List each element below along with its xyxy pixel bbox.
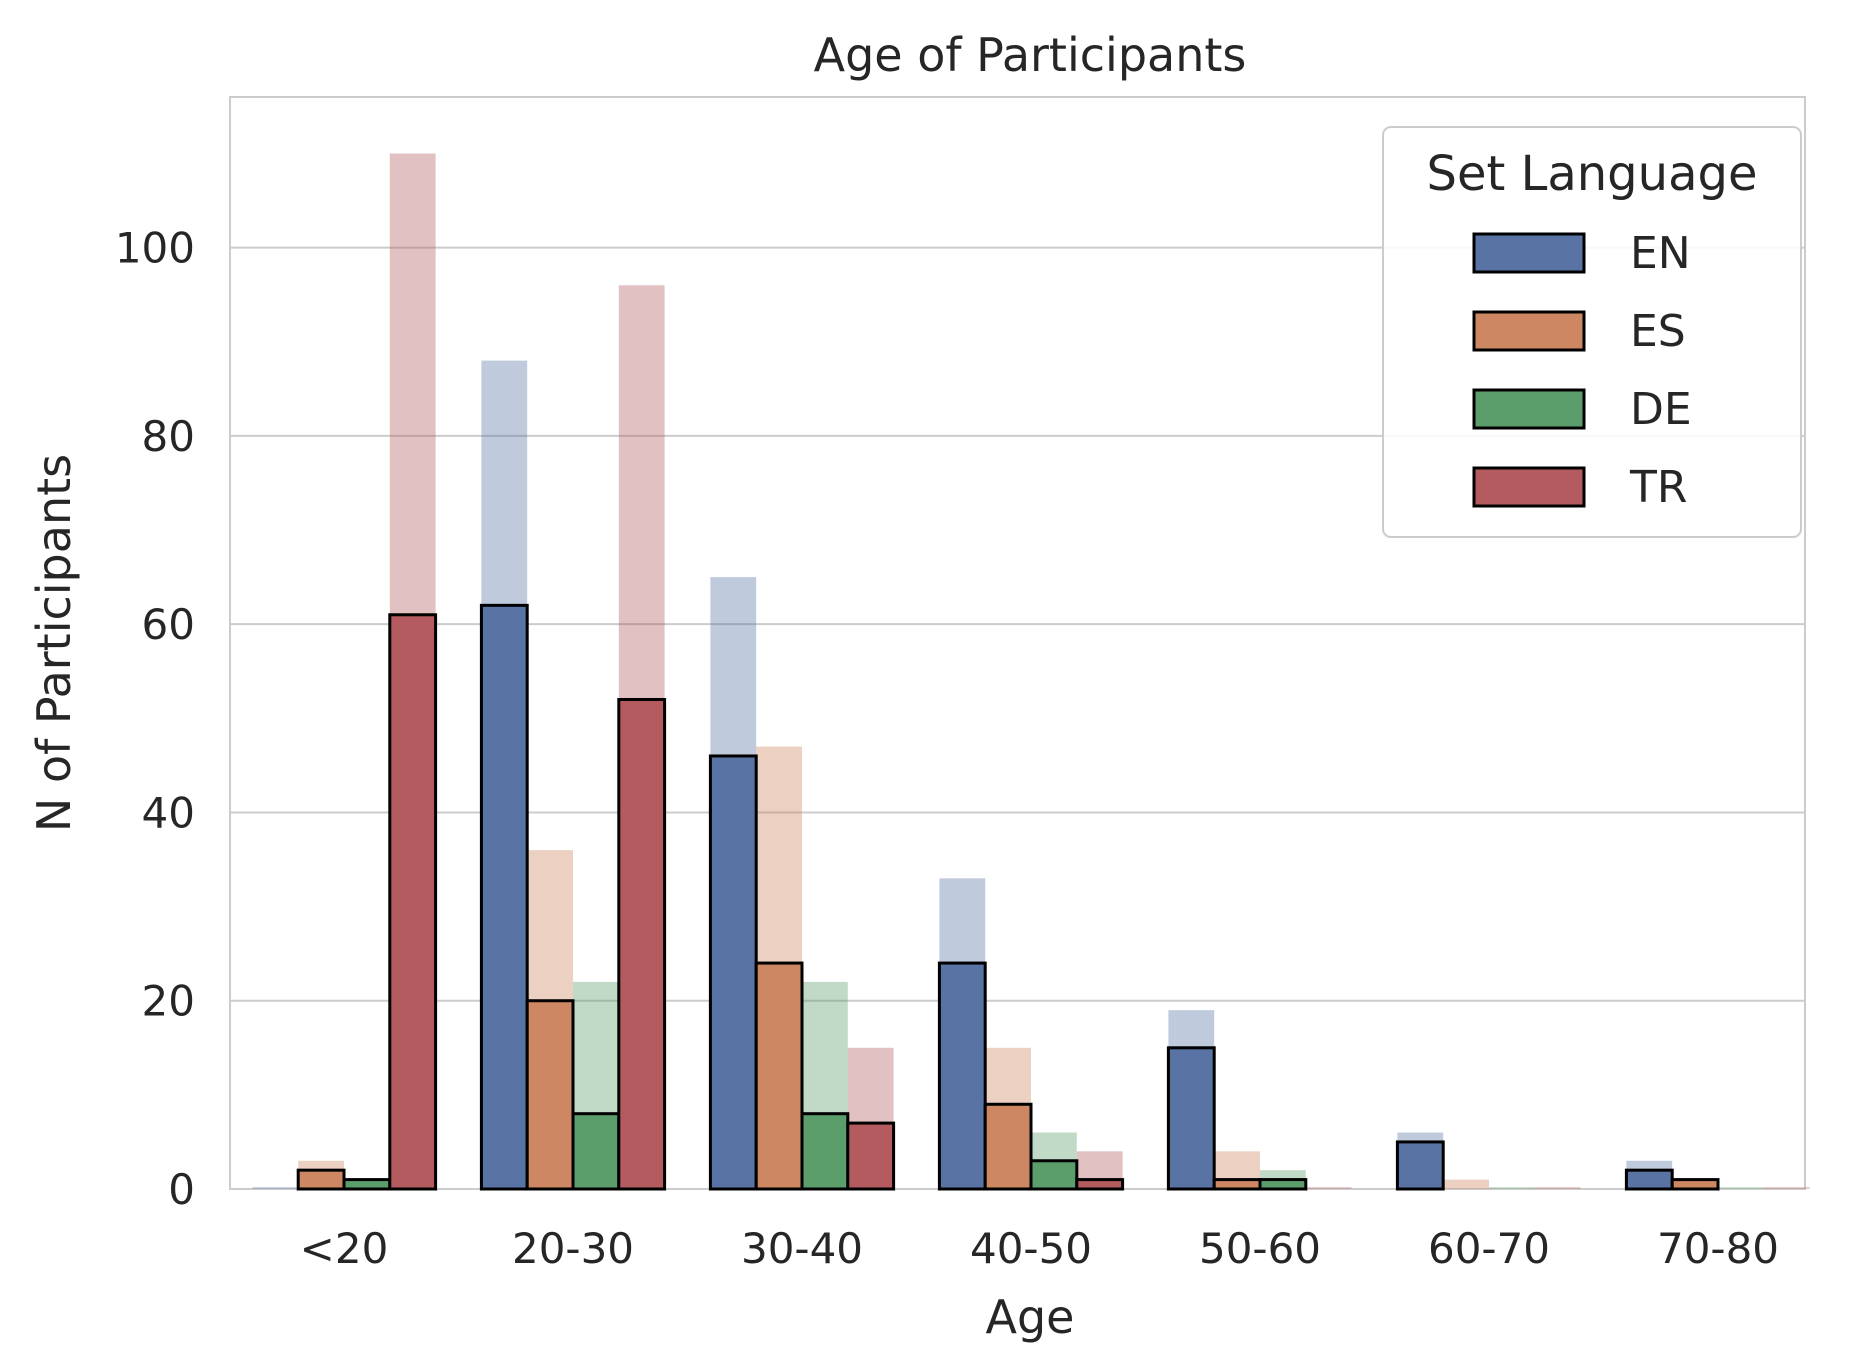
bar-es — [754, 961, 804, 1191]
legend-title: Set Language — [1427, 146, 1758, 202]
x-tick-label: 20-30 — [512, 1224, 634, 1273]
y-tick-label: 100 — [115, 224, 195, 273]
x-tick-label: 50-60 — [1199, 1224, 1321, 1273]
bar-tr — [388, 613, 438, 1191]
y-tick-labels: 0 20 40 60 80 100 — [115, 224, 195, 1214]
legend-label-es: ES — [1630, 306, 1686, 357]
bar-de — [1258, 1178, 1308, 1191]
bar-en — [937, 961, 987, 1191]
x-axis-label: Age — [986, 1290, 1075, 1344]
legend-swatch-de — [1472, 388, 1586, 430]
bar-en — [1166, 1046, 1216, 1191]
bar-es — [983, 1102, 1033, 1191]
chart-title: Age of Participants — [814, 28, 1247, 82]
bar-es — [296, 1168, 346, 1191]
legend-frame — [1382, 126, 1802, 538]
y-tick-label: 40 — [142, 788, 195, 837]
y-tick-label: 80 — [142, 412, 195, 461]
legend-swatch-en — [1472, 232, 1586, 274]
bar-de — [800, 1112, 850, 1191]
legend-label-tr: TR — [1629, 462, 1687, 513]
legend-swatch-es — [1472, 310, 1586, 352]
y-tick-label: 0 — [168, 1165, 195, 1214]
bar-tr — [1075, 1178, 1125, 1191]
legend-label-de: DE — [1630, 384, 1692, 435]
bar-es — [525, 999, 575, 1191]
bar-de — [571, 1112, 621, 1191]
bar-en — [708, 754, 758, 1191]
bar-tr — [846, 1121, 896, 1191]
bar-es — [1670, 1178, 1720, 1191]
x-tick-label: <20 — [300, 1224, 389, 1273]
x-tick-label: 40-50 — [970, 1224, 1092, 1273]
legend-swatch-tr — [1472, 466, 1586, 508]
bar-en — [1395, 1140, 1445, 1191]
x-tick-label: 60-70 — [1428, 1224, 1550, 1273]
legend: Set Language EN ES DE TR — [1382, 126, 1802, 538]
bar-de — [1029, 1159, 1079, 1191]
legend-items: EN ES DE TR — [1472, 228, 1692, 513]
y-axis-label: N of Participants — [27, 454, 81, 832]
background-bar-es — [1443, 1179, 1489, 1189]
foreground-bars — [296, 603, 1720, 1191]
legend-label-en: EN — [1630, 228, 1691, 279]
y-tick-label: 60 — [142, 600, 195, 649]
bar-tr — [617, 697, 667, 1191]
bar-en — [479, 603, 529, 1191]
bar-es — [1212, 1178, 1262, 1191]
bar-en — [1624, 1168, 1674, 1191]
y-tick-label: 20 — [142, 977, 195, 1026]
x-tick-label: 30-40 — [741, 1224, 863, 1273]
x-tick-label: 70-80 — [1657, 1224, 1779, 1273]
x-tick-labels: <20 20-30 30-40 40-50 50-60 60-70 70-80 — [300, 1224, 1779, 1273]
bar-de — [342, 1178, 392, 1191]
